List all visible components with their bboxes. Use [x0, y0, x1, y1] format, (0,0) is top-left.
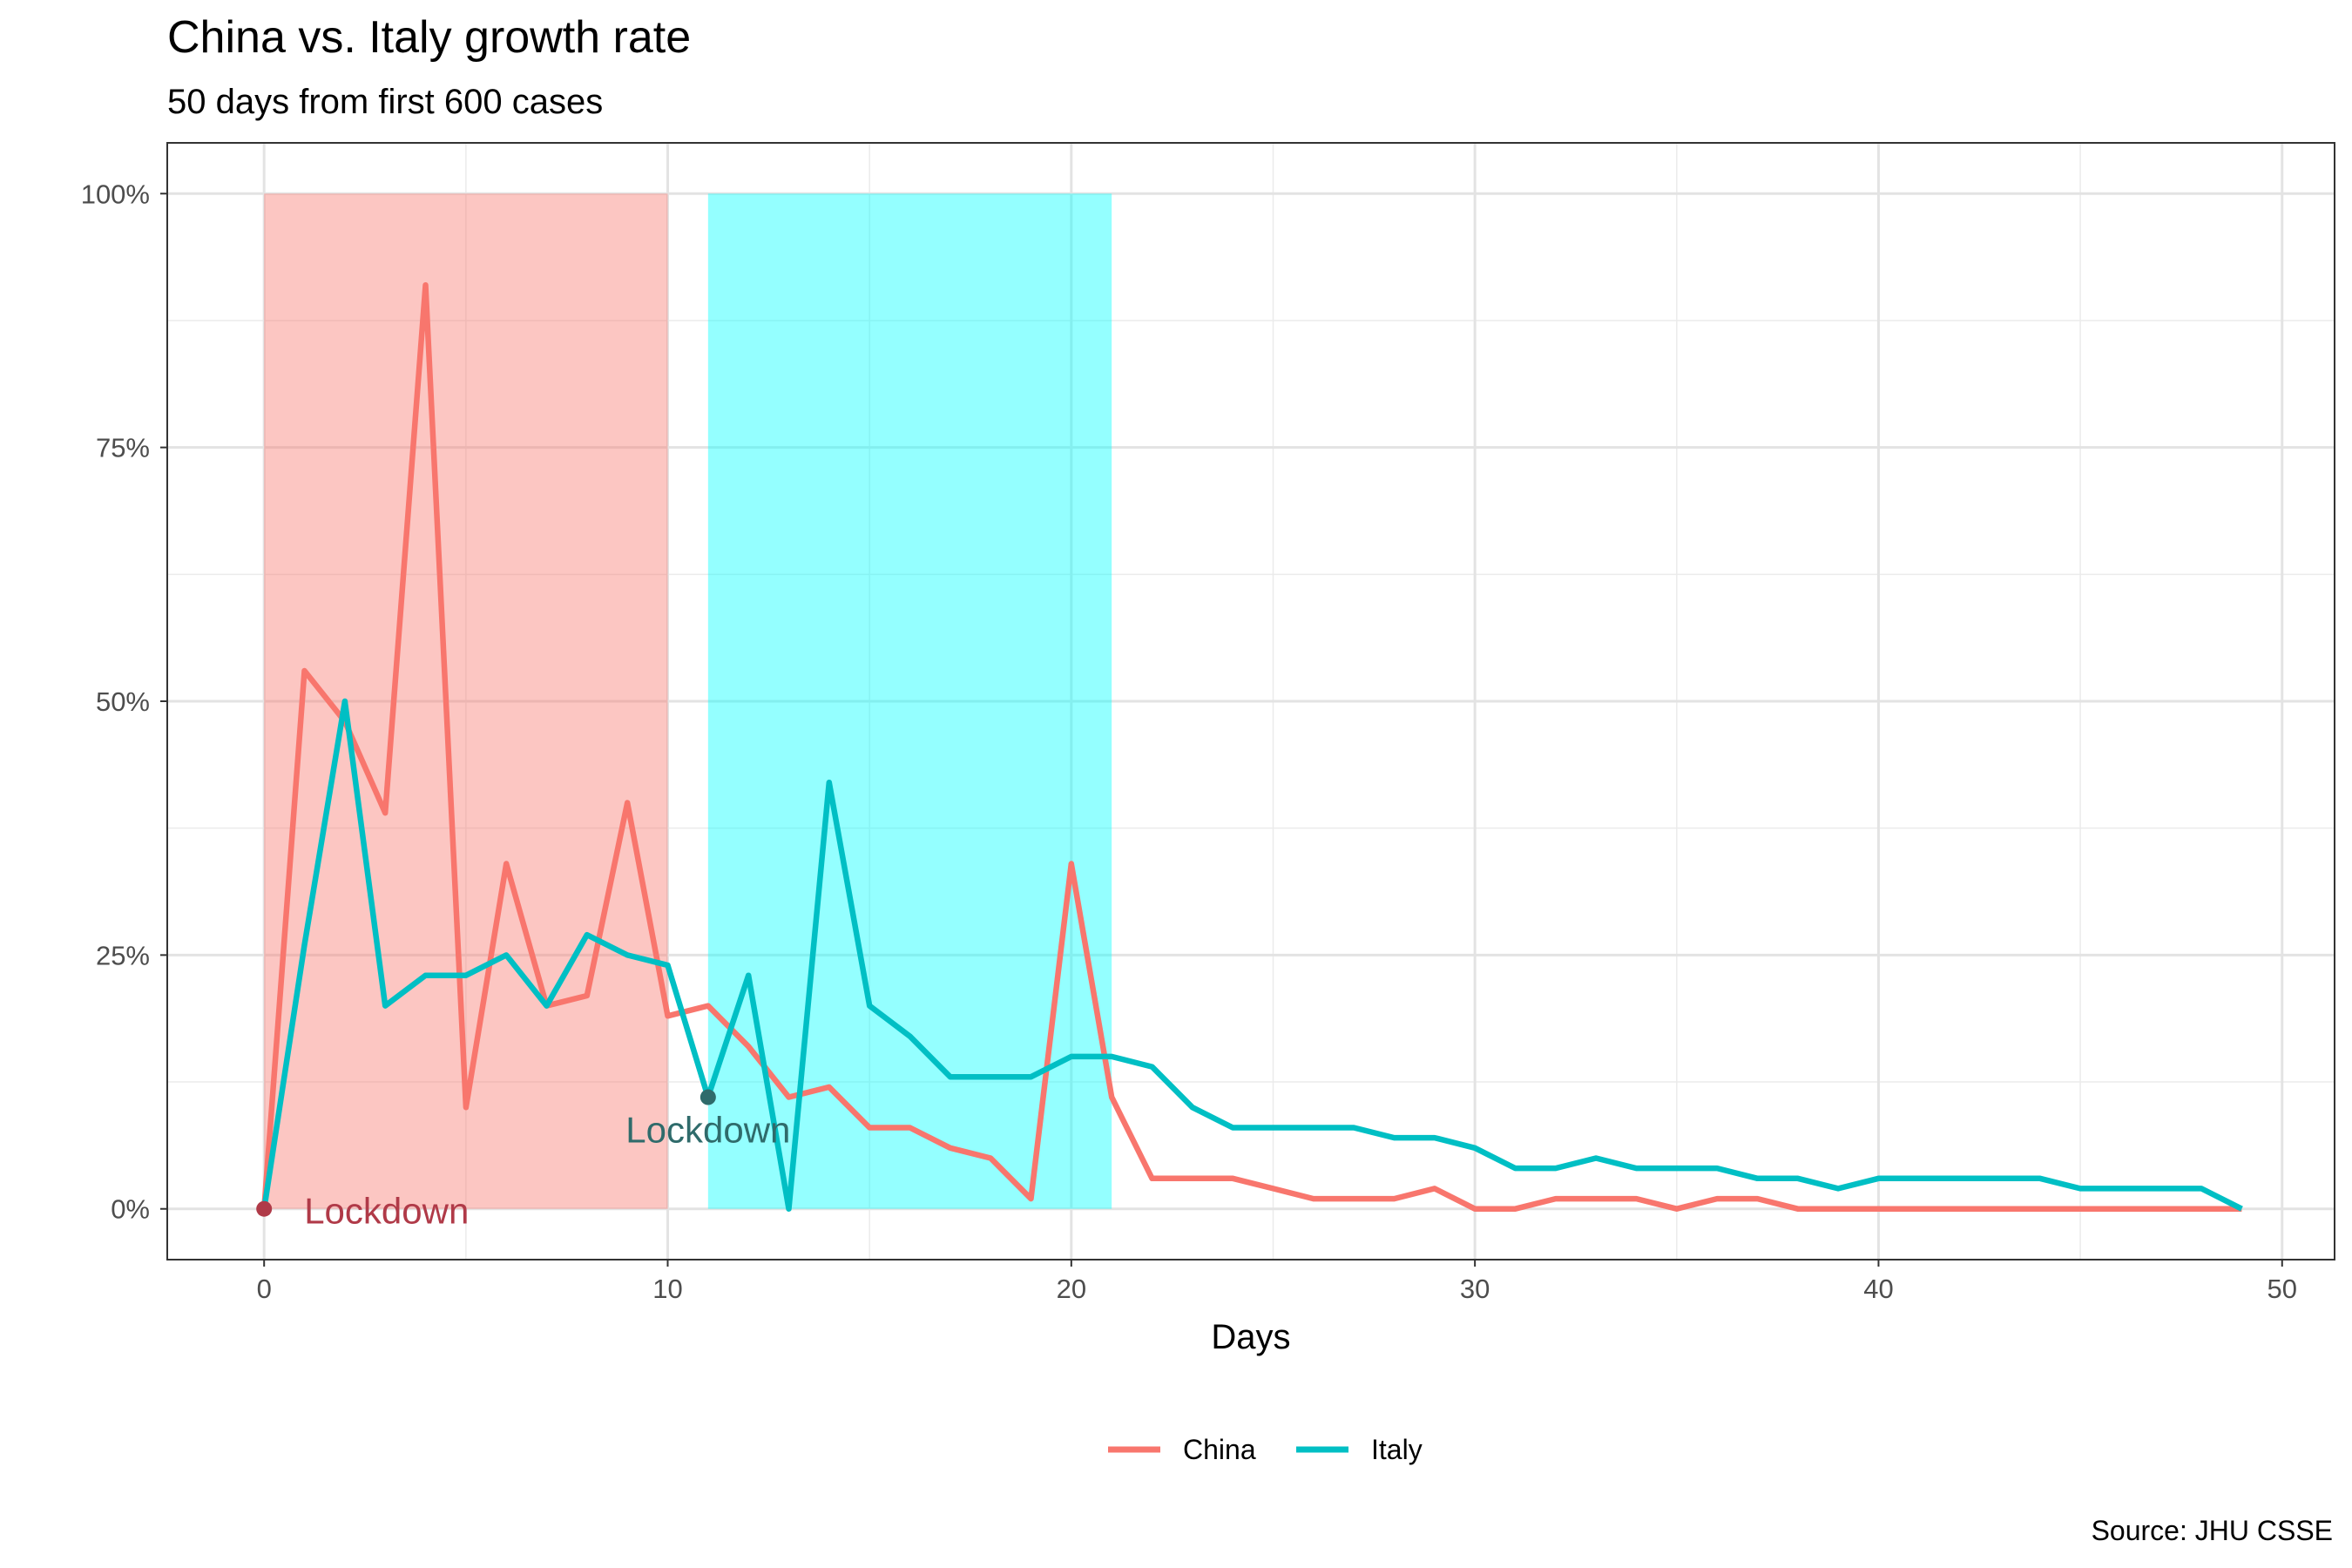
y-tick-label: 50%: [96, 686, 150, 717]
chart-subtitle: 50 days from first 600 cases: [167, 83, 603, 121]
legend-label-italy: Italy: [1371, 1434, 1423, 1465]
x-tick-label: 0: [257, 1274, 272, 1304]
x-tick-label: 50: [2268, 1274, 2297, 1304]
x-tick-label: 10: [652, 1274, 682, 1304]
y-tick-label: 25%: [96, 940, 150, 970]
y-tick-label: 0%: [111, 1194, 150, 1225]
plot-area: Lockdown Lockdown 0 10 20 30 40 50 0% 25% 50% 75% 10…: [81, 142, 2335, 1304]
legend: China Italy: [1108, 1434, 1423, 1465]
chart-title: China vs. Italy growth rate: [167, 12, 691, 63]
x-tick-label: 40: [1863, 1274, 1893, 1304]
series-line-china: [260, 281, 2242, 1212]
y-tick-label: 100%: [81, 179, 150, 209]
x-tick-label: 30: [1460, 1274, 1490, 1304]
x-tick-label: 20: [1057, 1274, 1086, 1304]
lockdown-label-china: Lockdown: [304, 1191, 469, 1232]
series-line-italy: [260, 698, 2243, 1212]
x-axis-title: Days: [1211, 1318, 1290, 1356]
y-tick-label: 75%: [96, 433, 150, 463]
shaded-region-italy: [707, 193, 1112, 1209]
lockdown-point-china: [256, 1200, 273, 1217]
legend-label-china: China: [1183, 1434, 1256, 1465]
lockdown-label-italy: Lockdown: [625, 1110, 790, 1151]
caption: Source: JHU CSSE: [2092, 1515, 2333, 1546]
lockdown-point-italy: [700, 1089, 716, 1105]
